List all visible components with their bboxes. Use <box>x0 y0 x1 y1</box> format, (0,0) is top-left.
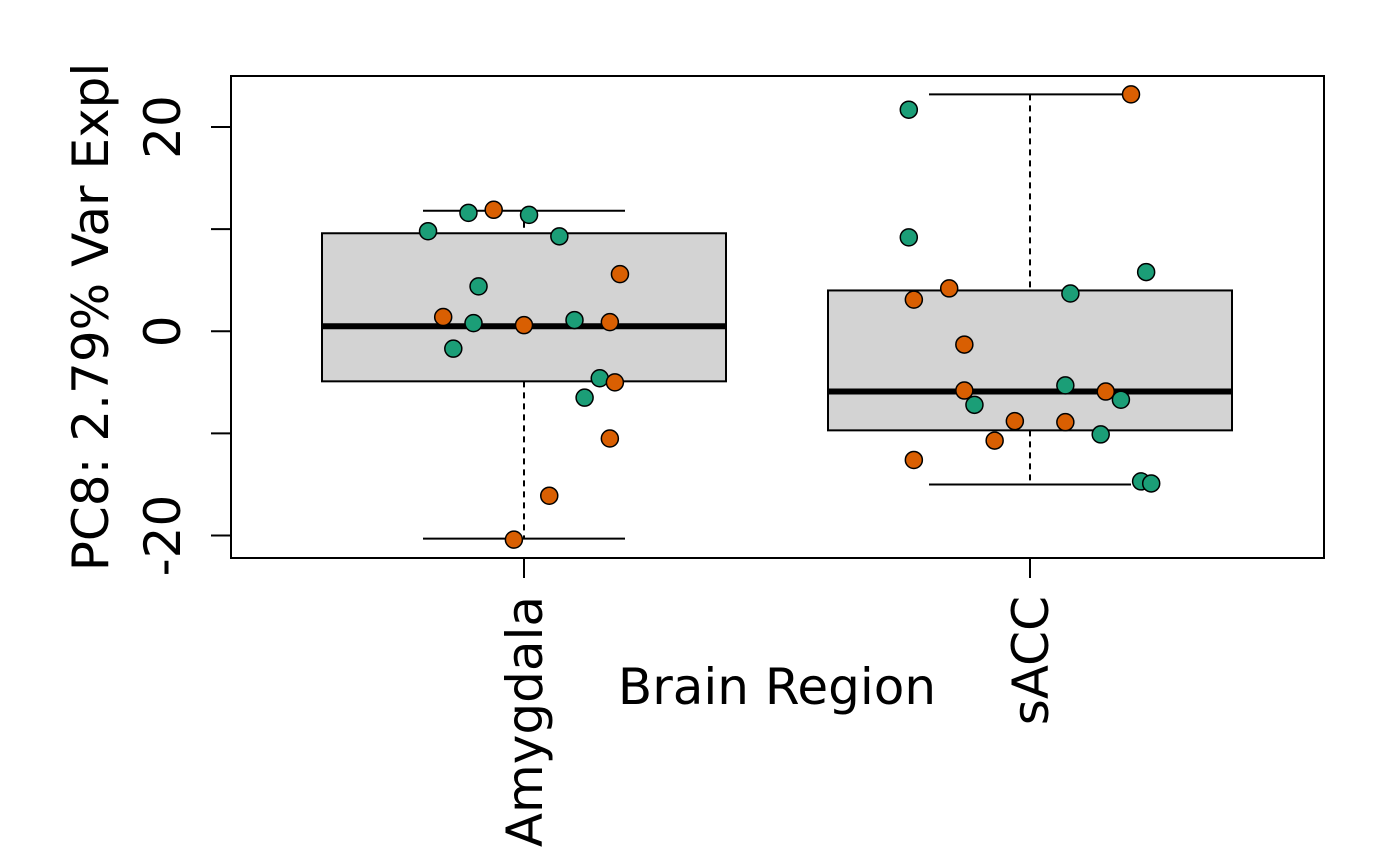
box-sacc <box>827 93 1233 486</box>
data-point <box>484 200 503 220</box>
data-point <box>418 221 438 241</box>
data-point <box>600 312 620 332</box>
data-point <box>899 228 919 247</box>
x-tick-label: sACC <box>1002 596 1060 725</box>
data-point <box>899 100 919 119</box>
data-point <box>459 203 478 223</box>
data-point <box>904 290 924 309</box>
y-tick-label: 20 <box>134 95 192 159</box>
y-axis: -20 0 20 <box>134 95 231 576</box>
data-point <box>1061 284 1080 303</box>
data-point <box>464 313 483 333</box>
data-point <box>904 450 924 470</box>
data-point <box>514 315 534 335</box>
data-point <box>610 264 630 284</box>
data-point <box>965 395 984 415</box>
y-axis-label: PC8: 2.79% Var Expl <box>62 63 120 572</box>
data-point <box>590 369 609 388</box>
data-point <box>444 339 463 358</box>
data-point <box>469 277 488 296</box>
data-point <box>1056 412 1075 432</box>
data-point <box>550 227 569 246</box>
data-point <box>575 388 594 407</box>
box-iqr <box>321 232 727 383</box>
x-tick-label: Amygdala <box>496 596 554 847</box>
data-point <box>939 279 959 298</box>
data-point <box>1111 390 1131 409</box>
data-point <box>955 381 974 400</box>
data-point <box>1091 425 1110 444</box>
y-tick-label: 0 <box>134 315 192 347</box>
data-point <box>1121 85 1141 104</box>
box-amygdala <box>321 209 727 540</box>
data-point <box>504 530 524 549</box>
data-point <box>1096 382 1115 401</box>
data-point <box>1005 411 1025 431</box>
x-axis-label: Brain Region <box>618 658 936 716</box>
plot-frame <box>230 75 1325 559</box>
y-tick-label: -20 <box>134 495 192 577</box>
data-point <box>985 431 1004 450</box>
data-point <box>565 310 584 330</box>
points-layer <box>418 85 1161 549</box>
data-point <box>1056 376 1075 395</box>
data-point <box>433 307 453 327</box>
data-point <box>519 205 539 225</box>
data-point <box>955 335 974 354</box>
x-axis: Amygdala sACC <box>496 558 1060 847</box>
data-point <box>540 486 559 505</box>
data-point <box>600 429 620 448</box>
box-iqr <box>827 289 1233 432</box>
data-point <box>605 373 625 392</box>
data-point <box>1136 262 1156 282</box>
data-point <box>1141 474 1161 493</box>
boxes-layer <box>321 93 1233 540</box>
